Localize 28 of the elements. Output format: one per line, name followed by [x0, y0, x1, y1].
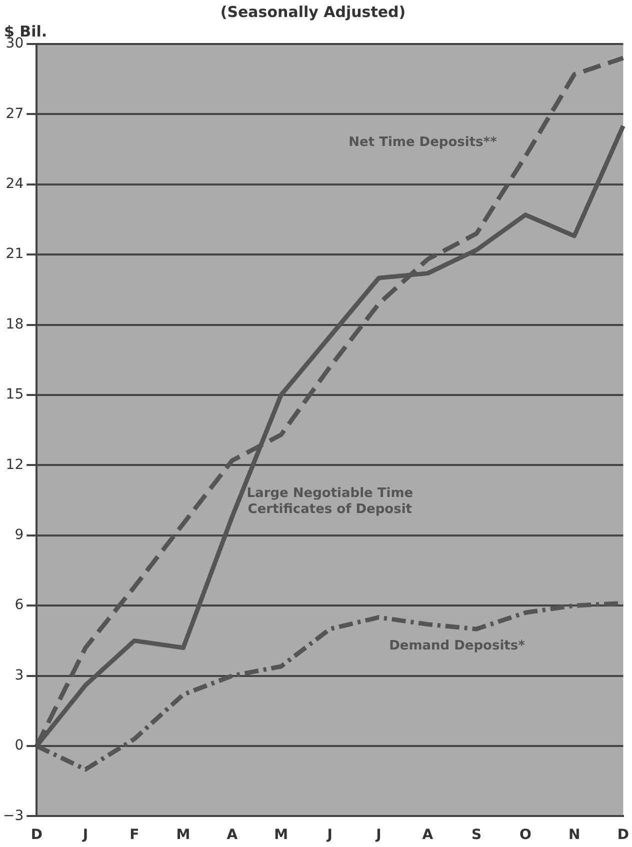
y-tick-label: 6 [14, 597, 24, 614]
y-tick-label: 0 [14, 738, 24, 754]
chart-title: (Seasonally Adjusted) [220, 2, 406, 21]
x-tick-label: J [326, 827, 333, 844]
x-tick-label: M [176, 827, 190, 844]
x-tick-label: O [519, 827, 532, 844]
x-tick-label: J [82, 827, 88, 844]
y-tick-label: 15 [6, 386, 24, 403]
x-tick-label: J [375, 827, 382, 844]
x-tick-label: M [274, 827, 288, 844]
x-tick-label: A [226, 827, 238, 844]
x-tick-label: F [130, 827, 140, 844]
x-tick-label: D [617, 827, 629, 844]
x-tick-label: A [422, 827, 434, 844]
y-tick-label: −3 [2, 808, 24, 824]
y-tick-label: 3 [14, 667, 24, 684]
series-label: Demand Deposits* [389, 638, 526, 654]
y-tick-label: 18 [6, 316, 24, 332]
y-tick-label: 12 [6, 456, 24, 473]
y-tick-label: 9 [14, 527, 24, 544]
x-tick-label: D [30, 827, 42, 844]
y-tick-label: 27 [6, 106, 24, 122]
y-tick-label: 21 [6, 246, 24, 262]
x-tick-label: N [568, 827, 580, 844]
x-tick-label: S [472, 827, 482, 844]
text: Net Time Deposits** [348, 135, 498, 150]
y-tick-label: 24 [6, 176, 24, 192]
series-label: Large Negotiable Time Certificates of Deposit [246, 486, 414, 518]
